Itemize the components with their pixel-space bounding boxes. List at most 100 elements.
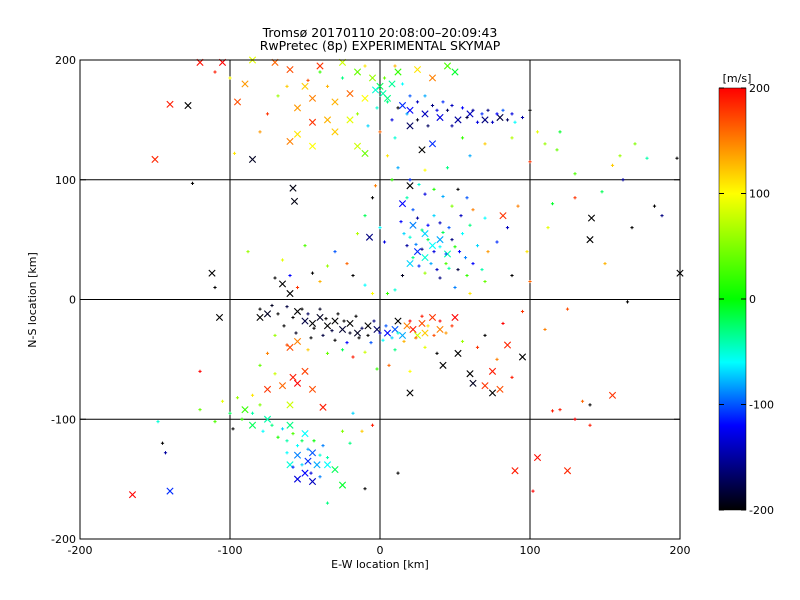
data-point-plus bbox=[456, 187, 460, 191]
data-point-plus bbox=[405, 244, 409, 248]
data-point-plus bbox=[228, 411, 232, 415]
data-point-cross bbox=[301, 317, 309, 325]
data-point-cross bbox=[128, 491, 137, 499]
data-point-cross bbox=[406, 259, 414, 268]
data-point-plus bbox=[318, 307, 322, 311]
data-point-plus bbox=[450, 103, 454, 108]
data-point-cross bbox=[241, 80, 249, 88]
data-point-plus bbox=[345, 261, 349, 266]
data-point-plus bbox=[480, 267, 484, 272]
data-point-plus bbox=[378, 226, 382, 230]
data-point-plus bbox=[325, 455, 330, 460]
data-point-cross bbox=[518, 353, 527, 361]
data-point-plus bbox=[384, 324, 388, 328]
data-point-plus bbox=[411, 255, 415, 260]
chart-title-line2: RwPretec (8p) EXPERIMENTAL SKYMAP bbox=[259, 38, 501, 53]
data-point-cross bbox=[301, 469, 309, 477]
data-point-cross bbox=[301, 430, 309, 438]
data-point-cross bbox=[383, 329, 392, 337]
data-point-cross bbox=[353, 329, 362, 337]
data-point-plus bbox=[520, 115, 525, 120]
data-point-cross bbox=[331, 98, 339, 106]
data-point-plus bbox=[495, 357, 499, 361]
data-point-cross bbox=[371, 86, 380, 94]
data-point-cross bbox=[208, 269, 216, 277]
data-point-plus bbox=[468, 154, 472, 158]
data-point-plus bbox=[450, 238, 454, 242]
data-point-cross bbox=[290, 197, 299, 205]
data-point-cross bbox=[331, 317, 339, 325]
data-point-plus bbox=[258, 363, 262, 367]
data-point-plus bbox=[270, 303, 274, 308]
data-point-plus bbox=[630, 226, 634, 230]
data-point-cross bbox=[346, 116, 354, 124]
data-point-plus bbox=[363, 214, 367, 218]
data-point-plus bbox=[190, 181, 195, 185]
data-point-plus bbox=[550, 202, 555, 206]
data-point-plus bbox=[588, 423, 592, 427]
data-point-cross bbox=[233, 98, 242, 106]
data-point-plus bbox=[303, 244, 307, 248]
data-point-plus bbox=[300, 439, 304, 443]
data-point-cross bbox=[586, 236, 594, 244]
data-point-plus bbox=[456, 267, 460, 272]
data-point-cross bbox=[451, 313, 459, 322]
grid-lines bbox=[80, 60, 680, 539]
data-point-cross bbox=[409, 221, 417, 229]
data-point-plus bbox=[501, 321, 505, 326]
data-point-plus bbox=[550, 409, 555, 413]
data-point-plus bbox=[495, 240, 499, 244]
data-point-plus bbox=[396, 331, 400, 335]
data-point-plus bbox=[460, 339, 465, 344]
data-point-plus bbox=[420, 314, 424, 318]
data-point-plus bbox=[510, 375, 514, 379]
data-point-plus bbox=[543, 142, 547, 146]
data-point-plus bbox=[573, 196, 577, 200]
data-point-plus bbox=[426, 223, 430, 227]
data-point-plus bbox=[375, 367, 379, 371]
data-point-cross bbox=[451, 68, 459, 76]
data-point-plus bbox=[445, 166, 450, 170]
data-point-cross bbox=[496, 113, 504, 122]
data-point-cross bbox=[373, 325, 381, 334]
data-point-cross bbox=[293, 130, 302, 138]
data-point-plus bbox=[348, 441, 352, 445]
data-point-plus bbox=[555, 148, 559, 152]
data-point-cross bbox=[418, 146, 426, 154]
data-point-plus bbox=[285, 451, 289, 455]
data-point-cross bbox=[398, 101, 407, 110]
data-point-plus bbox=[387, 363, 391, 367]
data-point-plus bbox=[408, 178, 412, 182]
data-point-plus bbox=[396, 166, 400, 170]
data-point-plus bbox=[460, 136, 465, 140]
data-point-plus bbox=[250, 411, 255, 415]
data-point-cross bbox=[443, 62, 452, 70]
data-point-plus bbox=[528, 108, 532, 112]
data-point-plus bbox=[228, 76, 232, 80]
data-point-plus bbox=[324, 317, 328, 321]
data-point-plus bbox=[600, 190, 604, 194]
data-point-cross bbox=[466, 110, 474, 118]
data-point-plus bbox=[213, 70, 217, 74]
data-point-plus bbox=[625, 300, 630, 304]
y-tick-label: 200 bbox=[55, 54, 76, 67]
data-point-cross bbox=[409, 325, 417, 334]
data-point-cross bbox=[293, 451, 302, 459]
data-point-plus bbox=[378, 130, 382, 134]
data-point-plus bbox=[415, 118, 420, 122]
data-point-cross bbox=[286, 401, 294, 409]
y-tick-label: 0 bbox=[69, 294, 76, 307]
data-point-cross bbox=[587, 214, 596, 222]
data-point-plus bbox=[250, 393, 255, 397]
data-point-plus bbox=[432, 187, 436, 191]
data-point-cross bbox=[241, 406, 249, 414]
data-point-cross bbox=[398, 331, 407, 340]
data-point-cross bbox=[428, 74, 437, 82]
data-point-plus bbox=[258, 403, 262, 407]
data-point-plus bbox=[531, 489, 535, 493]
data-point-cross bbox=[151, 155, 159, 163]
data-point-plus bbox=[558, 130, 562, 134]
data-point-cross bbox=[436, 236, 444, 244]
data-point-cross bbox=[184, 101, 192, 110]
data-point-plus bbox=[330, 329, 334, 333]
